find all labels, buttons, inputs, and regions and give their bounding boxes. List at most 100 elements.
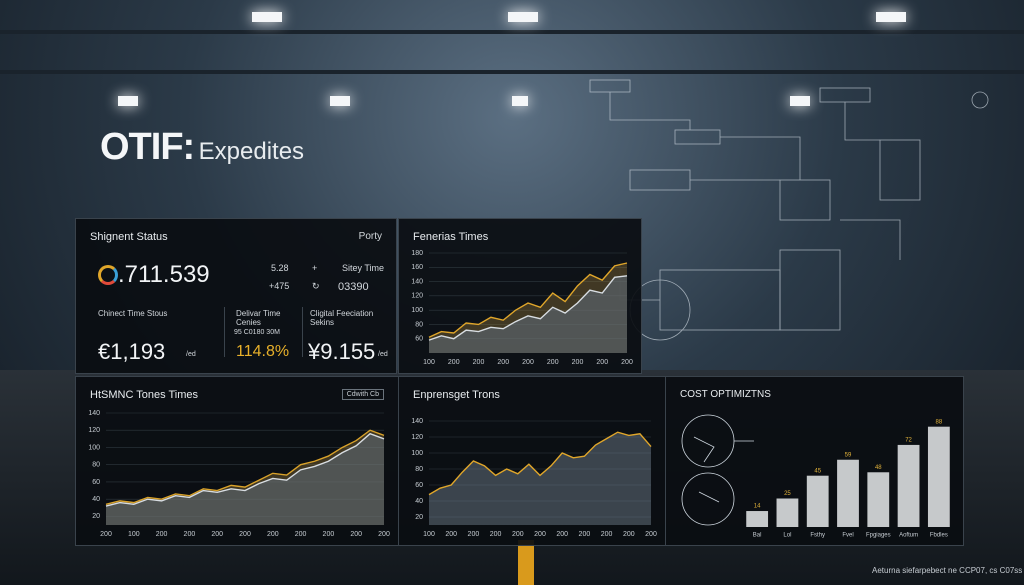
bar	[806, 475, 829, 527]
kpi-value: ¥9.155	[308, 339, 376, 364]
y-tick-label: 100	[411, 450, 423, 457]
badge[interactable]: Cdwith Cb	[341, 389, 384, 400]
panel-title: COST OPTIMIZTNS	[680, 389, 771, 400]
x-tick-label: 200	[645, 531, 657, 538]
x-tick-label: 200	[211, 531, 223, 538]
x-tick-label: 200	[522, 359, 534, 366]
kpi-label: Cligital Feeciation Sekins	[310, 309, 374, 327]
x-tick-label: 200	[556, 531, 568, 538]
y-tick-label: 80	[92, 462, 100, 469]
title-sub: Expedites	[198, 138, 305, 165]
y-tick-label: 120	[411, 293, 423, 300]
kpi-unit: /ed	[186, 351, 196, 358]
x-tick-label: 200	[547, 359, 559, 366]
kpi-label: Delivar Time Cenies	[236, 309, 281, 327]
footer: Aeturna siefarpebect ne CCP07, cs C07ss	[872, 566, 1023, 575]
x-tick-label: Bal	[753, 533, 762, 539]
y-tick-label: 140	[411, 278, 423, 285]
y-tick-label: 20	[415, 514, 423, 521]
series-line	[105, 429, 385, 506]
x-tick-label: 200	[239, 531, 251, 538]
panel-title: Enprensget Trons	[413, 389, 500, 401]
bar	[837, 459, 859, 527]
x-tick-label: 100	[423, 531, 435, 538]
bar-value-label: 88	[936, 419, 943, 425]
kpi-label: 95 C0180 30M	[234, 329, 280, 336]
x-tick-label: 200	[445, 531, 457, 538]
diagram	[681, 414, 754, 526]
x-tick-label: 200	[572, 359, 584, 366]
x-tick-label: 200	[448, 359, 460, 366]
floor-stripe	[518, 540, 534, 585]
lamp	[252, 12, 282, 22]
bar-value-label: 45	[814, 468, 821, 474]
x-tick-label: 200	[623, 531, 635, 538]
lamp	[118, 96, 138, 106]
y-tick-label: 100	[88, 444, 100, 451]
panel-title: Fenerias Times	[413, 231, 489, 243]
x-tick-label: 200	[468, 531, 480, 538]
divider	[224, 307, 225, 357]
x-tick-label: Fpgiages	[866, 533, 891, 539]
x-tick-label: Lol	[783, 533, 791, 539]
kpi-text: +475	[269, 281, 290, 291]
y-tick-label: 140	[88, 410, 100, 417]
y-tick-label: 60	[92, 479, 100, 486]
chart-panel: Fenerias Times 60 80 100 120 140 160 180 100 200…	[398, 218, 642, 374]
x-tick-label: Fbdles	[930, 533, 948, 539]
chart-panel: COST OPTIMIZTNS 14 Bal 25 Lol 45 Fsthy 59 Fvel 4…	[665, 376, 964, 546]
x-tick-label: 200	[497, 359, 509, 366]
beam	[0, 70, 1024, 74]
title: OTIF: Expedites	[100, 126, 304, 169]
chart: 20 40 60 80 100 120 140 200 100 200 200 200 200 200 20…	[88, 410, 390, 538]
lamp	[876, 12, 906, 22]
kpi-text: Sitey Time	[342, 263, 385, 273]
y-tick-label: 100	[411, 307, 423, 314]
kpi-text: 03390	[338, 281, 369, 293]
area-fill	[106, 433, 384, 525]
bar-value-label: 14	[754, 504, 761, 510]
beam	[0, 30, 1024, 34]
bar-value-label: 72	[905, 437, 912, 443]
series-line	[428, 431, 652, 496]
x-tick-label: 100	[128, 531, 140, 538]
kpi-value: 114.8%	[236, 343, 290, 360]
area-fill	[429, 275, 627, 353]
ring-icon	[98, 265, 118, 285]
series-line	[428, 262, 628, 338]
y-tick-label: 140	[411, 418, 423, 425]
series-line	[428, 275, 628, 341]
kpi-unit: /ed	[378, 351, 388, 358]
bar	[927, 426, 950, 527]
bar-value-label: 25	[784, 491, 791, 497]
x-tick-label: 200	[323, 531, 335, 538]
x-tick-label: 200	[267, 531, 279, 538]
y-tick-label: 80	[415, 466, 423, 473]
x-tick-label: 200	[100, 531, 112, 538]
bar	[867, 472, 890, 527]
kpi-text: +	[312, 263, 318, 273]
chart: 60 80 100 120 140 160 180 100 200 200 200 200 200 200…	[411, 250, 633, 366]
y-tick-label: 120	[411, 434, 423, 441]
x-tick-label: 200	[621, 359, 633, 366]
kpi-panel: Shignent Status Porty .711.539 5.28 + Si…	[75, 218, 397, 374]
y-tick-label: 60	[415, 336, 423, 343]
panel-title: HtSMNC Tones Times	[90, 389, 198, 401]
y-tick-label: 40	[415, 498, 423, 505]
priority[interactable]: Porty	[358, 231, 382, 242]
bar-value-label: 48	[875, 465, 882, 471]
kpi-text: ↻	[312, 281, 320, 291]
x-tick-label: 200	[378, 531, 390, 538]
schematic	[589, 79, 989, 341]
x-tick-label: 200	[350, 531, 362, 538]
bar	[897, 444, 920, 527]
x-tick-label: 200	[490, 531, 502, 538]
area-fill	[429, 432, 651, 525]
x-tick-label: 200	[512, 531, 524, 538]
x-tick-label: 200	[295, 531, 307, 538]
x-tick-label: 200	[596, 359, 608, 366]
x-tick-label: 200	[601, 531, 613, 538]
x-tick-label: 200	[579, 531, 591, 538]
divider	[302, 307, 303, 357]
